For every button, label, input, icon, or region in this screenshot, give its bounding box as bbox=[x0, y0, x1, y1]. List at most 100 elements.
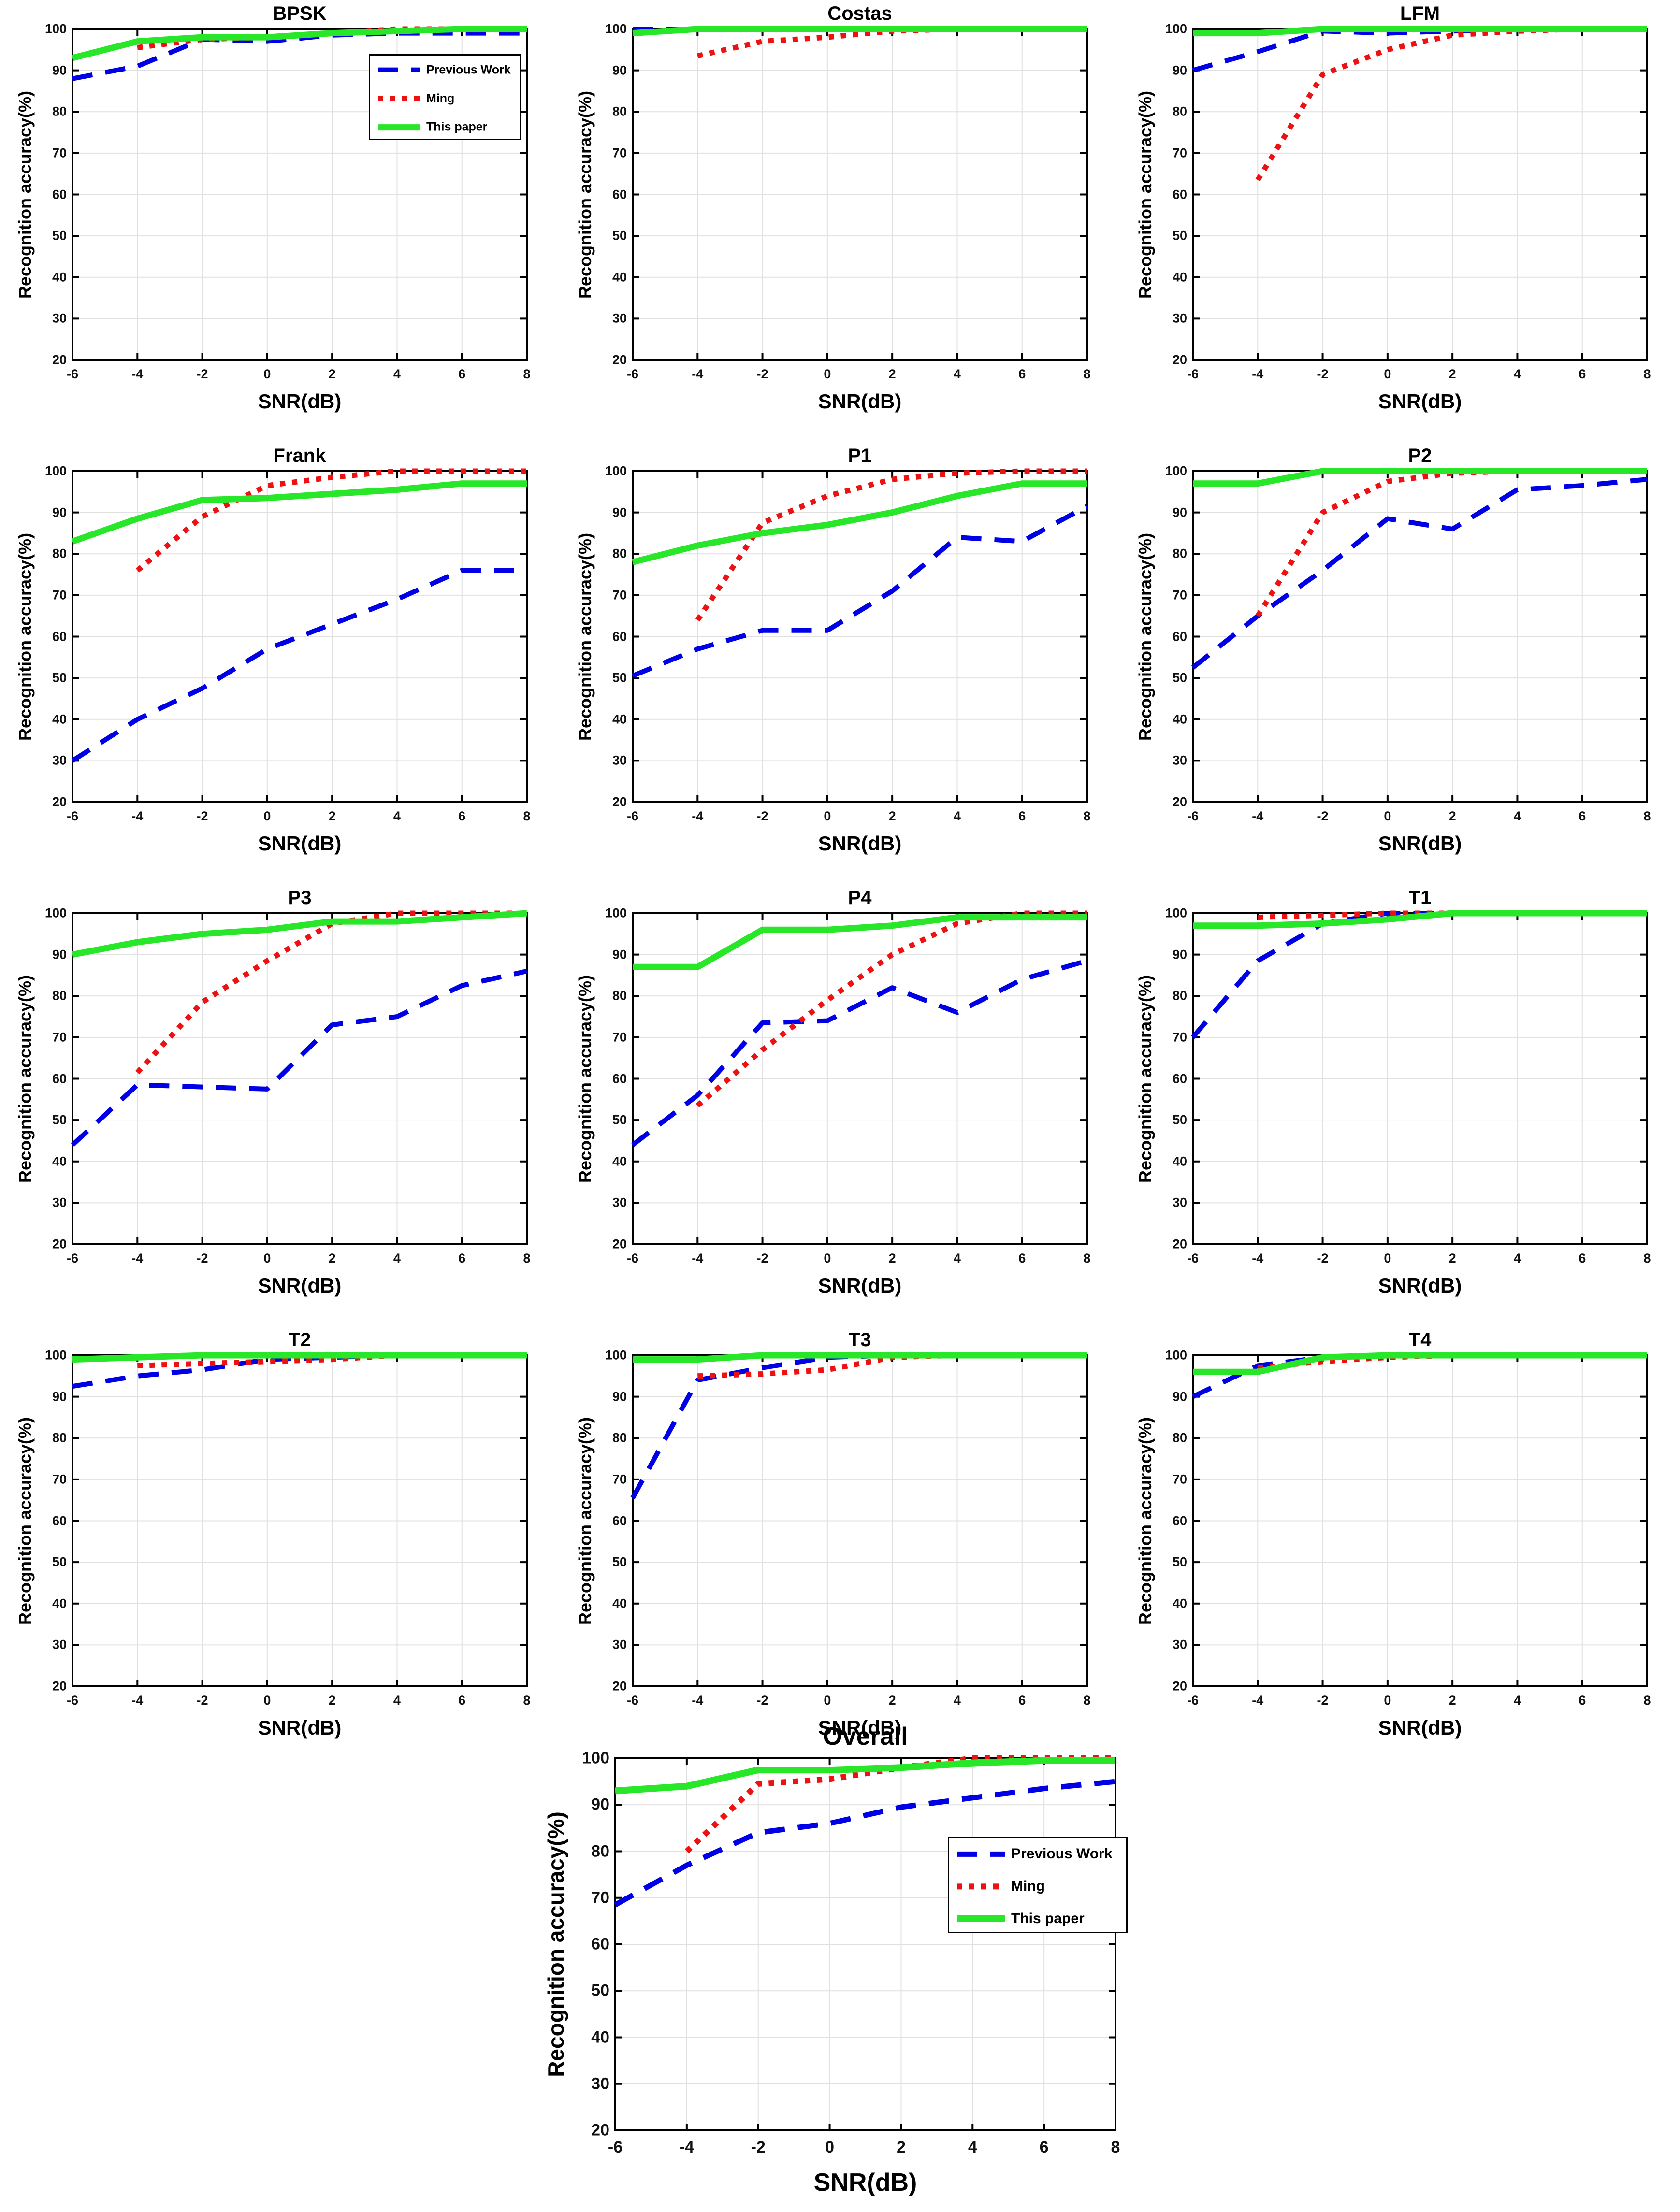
legend-entry: This paper bbox=[949, 1902, 1126, 1935]
y-tick-label: 30 bbox=[1172, 1637, 1187, 1652]
y-tick-label: 60 bbox=[52, 1513, 67, 1528]
y-tick-label: 70 bbox=[612, 1030, 627, 1045]
x-tick-label: 8 bbox=[1083, 367, 1091, 381]
x-tick-label: 2 bbox=[328, 367, 336, 381]
y-tick-label: 40 bbox=[52, 270, 67, 285]
x-tick-label: 4 bbox=[1513, 809, 1521, 823]
plot-svg bbox=[1191, 910, 1648, 1245]
x-tick-label: -4 bbox=[692, 367, 704, 381]
plot-area bbox=[1192, 26, 1648, 361]
y-axis-label: Recognition accuracy(%) bbox=[15, 1417, 35, 1625]
x-tick-label: 6 bbox=[458, 367, 466, 381]
x-tick-label: 0 bbox=[1384, 809, 1391, 823]
y-tick-label: 30 bbox=[52, 1637, 67, 1652]
x-tick-label: 4 bbox=[393, 809, 401, 823]
plot-area bbox=[71, 468, 528, 803]
y-axis-label: Recognition accuracy(%) bbox=[1135, 1417, 1155, 1625]
subplot-T2: T2 -6 -4 -2 0 2 4 6 8 SNR(dB) 20 30 40 50 60 70 80 90 100 R… bbox=[0, 1326, 560, 1768]
x-tick-label: 0 bbox=[1384, 1251, 1391, 1265]
y-tick-label: 50 bbox=[52, 228, 67, 243]
plot-svg bbox=[71, 910, 528, 1245]
y-tick-label: 100 bbox=[1165, 1348, 1187, 1363]
y-tick-label: 50 bbox=[612, 1554, 627, 1569]
y-tick-label: 80 bbox=[1172, 546, 1187, 561]
series-line-previous-work bbox=[631, 958, 1088, 1147]
x-axis-label: SNR(dB) bbox=[258, 832, 342, 855]
y-tick-label: 40 bbox=[1172, 1154, 1187, 1169]
y-tick-label: 60 bbox=[52, 187, 67, 201]
x-tick-label: -2 bbox=[756, 367, 768, 381]
series-line-previous-work bbox=[1191, 477, 1648, 670]
legend-entry: Previous Work bbox=[949, 1838, 1126, 1870]
plot-area bbox=[72, 1352, 528, 1687]
x-tick-label: 8 bbox=[1643, 1693, 1651, 1708]
y-tick-label: 60 bbox=[591, 1935, 609, 1953]
x-axis-label: SNR(dB) bbox=[258, 390, 342, 413]
x-tick-label: -4 bbox=[1252, 809, 1264, 823]
x-tick-label: 6 bbox=[1018, 809, 1026, 823]
legend-label: Ming bbox=[426, 91, 455, 105]
y-tick-label: 90 bbox=[52, 947, 67, 962]
y-tick-label: 70 bbox=[591, 1888, 609, 1907]
y-tick-label: 40 bbox=[1172, 270, 1187, 285]
x-tick-label: -2 bbox=[751, 2138, 766, 2156]
x-tick-label: 0 bbox=[824, 367, 831, 381]
legend-box: Previous Work Ming This paper bbox=[948, 1837, 1128, 1933]
y-axis-label: Recognition accuracy(%) bbox=[15, 90, 35, 299]
subplot-T3: T3 -6 -4 -2 0 2 4 6 8 SNR(dB) 20 30 40 50 60 70 80 90 100 R… bbox=[560, 1326, 1120, 1768]
y-tick-label: 60 bbox=[612, 629, 627, 644]
y-tick-label: 80 bbox=[52, 988, 67, 1003]
x-axis-label: SNR(dB) bbox=[1378, 390, 1462, 413]
x-tick-label: 2 bbox=[328, 1693, 336, 1708]
plot-title: T1 bbox=[1408, 887, 1432, 908]
y-tick-label: 100 bbox=[1165, 21, 1187, 36]
y-tick-label: 20 bbox=[52, 794, 67, 809]
y-tick-label: 60 bbox=[612, 1513, 627, 1528]
plot-area bbox=[71, 910, 528, 1245]
x-tick-label: 0 bbox=[263, 1693, 271, 1708]
x-tick-label: 2 bbox=[1448, 809, 1456, 823]
x-tick-label: -2 bbox=[1317, 1693, 1329, 1708]
y-tick-label: 30 bbox=[52, 753, 67, 768]
x-tick-label: -6 bbox=[66, 809, 79, 823]
x-tick-label: 0 bbox=[1384, 1693, 1391, 1708]
y-tick-label: 30 bbox=[1172, 311, 1187, 326]
plot-title: P2 bbox=[1408, 445, 1432, 466]
x-tick-label: 8 bbox=[1083, 809, 1091, 823]
subplot-Overall: Overall -6 -4 -2 0 2 4 6 8 SNR(dB) 20 30 40 50 60 70 80 9… bbox=[0, 1720, 1680, 2212]
x-axis-label: SNR(dB) bbox=[818, 1274, 902, 1297]
series-line-ming bbox=[135, 468, 527, 573]
subplot-LFM: LFM -6 -4 -2 0 2 4 6 8 SNR(dB) 20 30 40 50 60 70 80 90 100… bbox=[1120, 0, 1680, 442]
series-line-previous-work bbox=[614, 1779, 1116, 1908]
y-axis-label: Recognition accuracy(%) bbox=[1135, 532, 1155, 741]
y-tick-label: 100 bbox=[605, 463, 627, 478]
y-tick-label: 80 bbox=[612, 988, 627, 1003]
x-tick-label: -6 bbox=[1187, 1251, 1199, 1265]
y-tick-label: 100 bbox=[605, 1348, 627, 1363]
plot-area bbox=[630, 1352, 1088, 1687]
x-tick-label: 6 bbox=[458, 1251, 466, 1265]
y-axis-label: Recognition accuracy(%) bbox=[1135, 975, 1155, 1183]
x-tick-label: 2 bbox=[1448, 1693, 1456, 1708]
y-tick-label: 30 bbox=[52, 311, 67, 326]
x-tick-label: 8 bbox=[1643, 809, 1651, 823]
x-tick-label: 4 bbox=[393, 1251, 401, 1265]
y-tick-label: 90 bbox=[1172, 63, 1187, 78]
plot-area bbox=[1191, 468, 1648, 803]
x-tick-label: -4 bbox=[131, 1251, 144, 1265]
subplot-P4: P4 -6 -4 -2 0 2 4 6 8 SNR(dB) 20 30 40 50 60 70 80 90 100 R… bbox=[560, 884, 1120, 1326]
y-tick-label: 30 bbox=[1172, 753, 1187, 768]
x-tick-label: -2 bbox=[196, 1251, 208, 1265]
plot-svg bbox=[632, 468, 1088, 803]
y-tick-label: 50 bbox=[1172, 670, 1187, 685]
subplot-P2: P2 -6 -4 -2 0 2 4 6 8 SNR(dB) 20 30 40 50 60 70 80 90 100 R… bbox=[1120, 442, 1680, 884]
x-tick-label: -2 bbox=[1317, 1251, 1329, 1265]
x-tick-label: 4 bbox=[1513, 1693, 1521, 1708]
plot-area bbox=[631, 910, 1088, 1245]
x-tick-label: -2 bbox=[756, 809, 768, 823]
plot-title: T2 bbox=[288, 1329, 311, 1350]
x-tick-label: 8 bbox=[523, 809, 531, 823]
x-tick-label: -4 bbox=[1252, 1251, 1264, 1265]
x-tick-label: 2 bbox=[888, 1251, 896, 1265]
x-tick-label: -6 bbox=[1187, 1693, 1199, 1708]
